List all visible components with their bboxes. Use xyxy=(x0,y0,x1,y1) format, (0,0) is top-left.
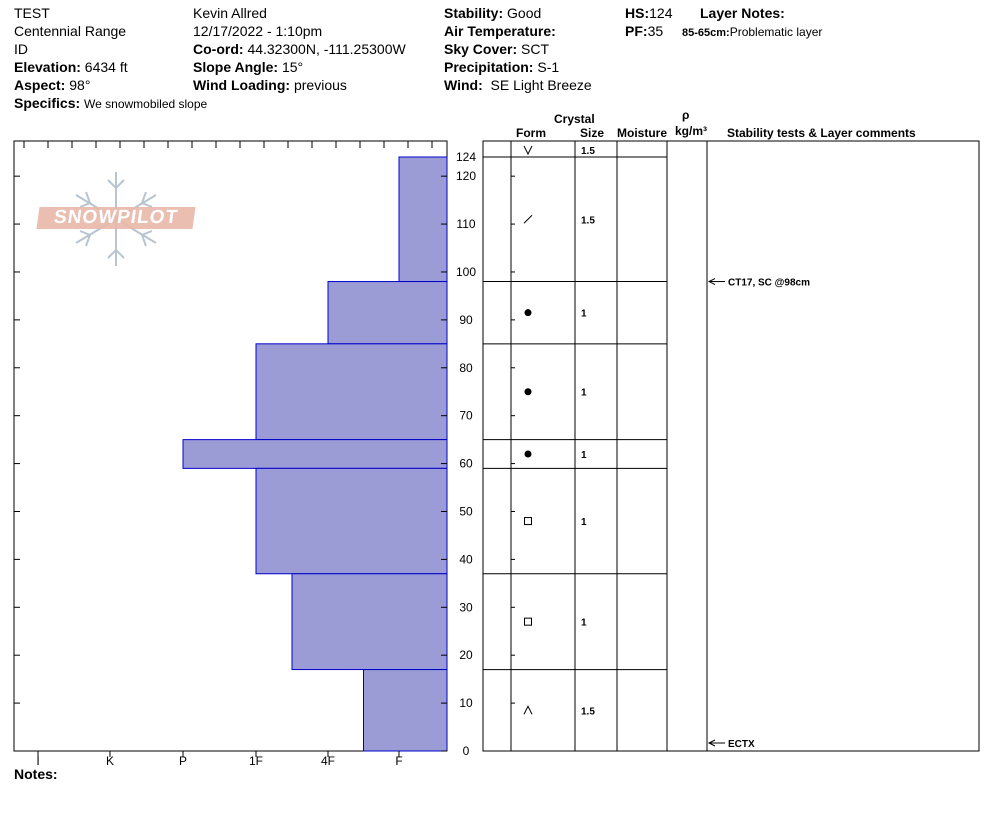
crystal-size: 1.5 xyxy=(581,706,595,717)
crystal-size: 1 xyxy=(581,517,587,528)
hardness-bar xyxy=(398,156,448,283)
site-name: TEST xyxy=(14,5,50,21)
depth-tick-label: 90 xyxy=(459,313,473,327)
layer-notes-title: Layer Notes: xyxy=(700,5,785,21)
depth-tick-label: 20 xyxy=(459,648,473,662)
wind: Wind: SE Light Breeze xyxy=(444,77,592,93)
range-name: Centennial Range xyxy=(14,23,127,39)
round-icon xyxy=(524,450,532,458)
hardness-bar xyxy=(182,439,448,469)
col-comments: Stability tests & Layer comments xyxy=(727,126,916,140)
col-size: Size xyxy=(580,126,605,140)
fragment-icon xyxy=(523,214,533,224)
snowpilot-logo: SNOWPILOT xyxy=(36,170,198,270)
stability-test-label: ECTX xyxy=(728,739,755,750)
header-col-2: Kevin Allred 12/17/2022 - 1:10pm Co-ord:… xyxy=(193,4,406,94)
header-col-1: TEST Centennial Range ID Elevation: 6434… xyxy=(14,4,207,113)
hardness-bar xyxy=(255,343,448,441)
pf: PF:35 xyxy=(625,23,664,39)
depth-tick-label: 0 xyxy=(463,744,470,758)
header-col-3: Stability: Good Air Temperature: Sky Cov… xyxy=(444,4,592,94)
observer: Kevin Allred xyxy=(193,5,267,21)
round-icon xyxy=(524,388,532,396)
hardness-bar xyxy=(363,669,448,752)
depth-tick-label: 50 xyxy=(459,504,473,518)
col-crystal: Crystal xyxy=(554,112,595,126)
hardness-tick-label: 4F xyxy=(321,754,335,768)
depth-tick-label: 40 xyxy=(459,552,473,566)
depth-tick-label: 70 xyxy=(459,409,473,423)
specifics: Specifics: We snowmobiled slope xyxy=(14,95,208,111)
crystal-size: 1.5 xyxy=(581,146,595,157)
notes: Notes: xyxy=(14,766,58,782)
hardness-tick-label: 1F xyxy=(249,754,263,768)
depth-tick-label: 80 xyxy=(459,361,473,375)
col-rho: ρ xyxy=(682,108,690,122)
layer-note: 85-65cm:Problematic layer xyxy=(682,25,823,39)
depth-tick-label: 120 xyxy=(456,169,476,183)
depth-tick-label: 110 xyxy=(456,217,475,231)
precipitation: Precipitation: S-1 xyxy=(444,59,560,75)
col-density-unit: kg/m³ xyxy=(675,124,708,138)
surface-hoar-icon xyxy=(523,145,533,156)
hardness-bar xyxy=(327,281,448,345)
elevation: Elevation: 6434 ft xyxy=(14,59,128,75)
hardness-tick-label: P xyxy=(179,754,187,768)
crystal-size: 1 xyxy=(581,450,587,461)
sky-cover: Sky Cover: SCT xyxy=(444,41,550,57)
crystal-size: 1 xyxy=(581,388,587,399)
crystal-size: 1.5 xyxy=(581,215,595,226)
facet-icon xyxy=(524,617,532,626)
depth-tick-label: 100 xyxy=(456,265,476,279)
datetime: 12/17/2022 - 1:10pm xyxy=(193,23,323,39)
coordinates: Co-ord: 44.32300N, -111.25300W xyxy=(193,41,406,57)
layer-table-frame xyxy=(482,140,980,752)
crystal-size: 1 xyxy=(581,618,587,629)
round-icon xyxy=(524,309,532,317)
wind-loading: Wind Loading: previous xyxy=(193,77,347,93)
header-col-4: HS:124 PF:35 xyxy=(625,4,672,40)
stability-test-label: CT17, SC @98cm xyxy=(728,278,810,289)
test-arrow-head xyxy=(707,278,716,285)
hardness-tick-label: I xyxy=(36,754,39,768)
depth-tick-label: 60 xyxy=(459,457,473,471)
hardness-tick-label: F xyxy=(395,754,402,768)
hardness-bar xyxy=(255,467,448,575)
col-form: Form xyxy=(516,126,546,140)
state: ID xyxy=(14,41,28,57)
slope-angle: Slope Angle: 15° xyxy=(193,59,304,75)
depth-tick-label: 10 xyxy=(459,696,473,710)
facet-icon xyxy=(524,517,532,526)
depth-tick-label: 124 xyxy=(456,150,476,164)
depth-tick-label: 30 xyxy=(459,600,473,614)
air-temperature: Air Temperature: xyxy=(444,23,556,39)
hs: HS:124 xyxy=(625,5,673,21)
depth-hoar-icon xyxy=(523,705,533,715)
hardness-bar xyxy=(291,573,448,671)
hardness-tick-label: K xyxy=(106,754,114,768)
col-moisture: Moisture xyxy=(617,126,668,140)
aspect: Aspect: 98° xyxy=(14,77,91,93)
crystal-size: 1 xyxy=(581,309,587,320)
test-arrow-head xyxy=(707,739,716,747)
stability: Stability: Good xyxy=(444,5,542,21)
